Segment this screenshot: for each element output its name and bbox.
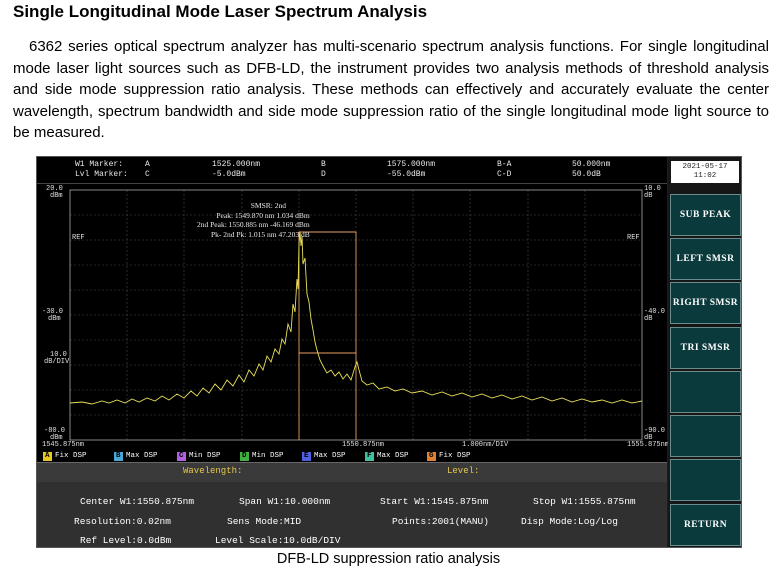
parameter-panel: Center W1:1550.875nm Span W1:10.000nm St… [37, 482, 667, 547]
marker-c-label: C [145, 170, 150, 179]
figure-caption: DFB-LD suppression ratio analysis [276, 551, 501, 567]
marker-a-value: 1525.000nm [212, 160, 261, 169]
marker-b-value: 1575.000nm [387, 160, 436, 169]
x-axis-start: 1545.875nm [42, 441, 85, 449]
marker-b-label: B [321, 160, 326, 169]
trace-a-status: Fix DSP [55, 452, 87, 460]
y-left-ref: REF [72, 234, 85, 242]
span-wavelength[interactable]: Span W1:10.000nm [239, 496, 331, 507]
spectrum-svg [69, 189, 643, 441]
lvl-marker-label: Lvl Marker: [75, 170, 128, 179]
page-title: Single Longitudinal Mode Laser Spectrum … [13, 2, 428, 21]
marker-ba-value: 50.000nm [572, 160, 611, 169]
smsr-markers [298, 231, 357, 440]
time-text: 11:02 [693, 172, 717, 180]
smsr-difference: Pk- 2nd Pk: 1.015 nm 47.203 dB [210, 229, 310, 239]
y-right-mid-value: -40.0 [644, 308, 666, 316]
left-smsr-button[interactable]: LEFT SMSR [670, 238, 741, 280]
trace-d-letter[interactable]: D [240, 452, 249, 461]
trace-f-status: Max DSP [377, 452, 409, 460]
marker-c-value: -5.0dBm [212, 170, 246, 179]
trace-e-letter[interactable]: E [302, 452, 311, 461]
marker-header: W1 Marker: A 1525.000nm B 1575.000nm B-A… [37, 157, 667, 184]
softkey-blank-1[interactable] [670, 371, 741, 413]
spectrum-trace [69, 231, 643, 405]
y-left-top-value: 20.0 [46, 185, 63, 193]
y-left-scale-unit: dB/DIV [44, 358, 70, 366]
y-right-bottom-value: -90.0 [644, 427, 666, 435]
smsr-peak: Peak: 1549.870 nm 1.034 dBm [216, 210, 310, 220]
right-smsr-button[interactable]: RIGHT SMSR [670, 282, 741, 324]
trace-f-letter[interactable]: F [365, 452, 374, 461]
spectrum-plot[interactable]: 20.0 dBm REF -30.0 dBm 10.0 dB/DIV -80.0… [37, 184, 670, 455]
softkey-blank-3[interactable] [670, 459, 741, 501]
return-button[interactable]: RETURN [670, 504, 741, 546]
y-right-bottom-unit: dB [644, 434, 653, 442]
trace-c-status: Min DSP [189, 452, 221, 460]
trace-g-letter[interactable]: G [427, 452, 436, 461]
y-right-ref: REF [627, 234, 640, 242]
x-axis-span: 1.000nm/DIV [462, 441, 509, 449]
tri-smsr-button[interactable]: TRI SMSR [670, 327, 741, 369]
smsr-2nd-peak: 2nd Peak: 1550.885 nm -46.169 dBm [197, 220, 310, 229]
instrument-screen: W1 Marker: A 1525.000nm B 1575.000nm B-A… [36, 156, 742, 548]
trace-b-letter[interactable]: B [114, 452, 123, 461]
stop-wavelength[interactable]: Stop W1:1555.875nm [533, 496, 636, 507]
softkey-panel: 2021-05-17 11:02 SUB PEAK LEFT SMSR RIGH… [668, 157, 741, 547]
y-left-mid-unit: dBm [48, 315, 61, 323]
trace-e-status: Max DSP [314, 452, 346, 460]
y-left-bottom-value: -80.0 [44, 427, 66, 435]
start-wavelength[interactable]: Start W1:1545.875nm [380, 496, 489, 507]
trace-b-status: Max DSP [126, 452, 158, 460]
w1-marker-label: W1 Marker: [75, 160, 124, 169]
softkey-blank-2[interactable] [670, 415, 741, 457]
x-axis-stop: 1555.875nm [627, 441, 670, 449]
trace-a-letter[interactable]: A [43, 452, 52, 461]
marker-cd-label: C-D [497, 170, 512, 179]
tab-level[interactable]: Level: [447, 466, 480, 476]
datetime-display: 2021-05-17 11:02 [671, 161, 739, 183]
trace-g-status: Fix DSP [439, 452, 471, 460]
y-left-scale-value: 10.0 [50, 351, 67, 359]
marker-ba-label: B-A [497, 160, 512, 169]
y-right-mid-unit: dB [644, 315, 653, 323]
smsr-title: SMSR: 2nd [250, 201, 286, 210]
marker-d-value: -55.0dBm [387, 170, 426, 179]
x-axis-center: 1550.875nm [342, 441, 385, 449]
sub-peak-button[interactable]: SUB PEAK [670, 194, 741, 236]
y-right-top-value: 10.0 [644, 185, 661, 193]
y-left-mid-value: -30.0 [42, 308, 64, 316]
sens-mode[interactable]: Sens Mode:MID [227, 516, 302, 527]
center-wavelength[interactable]: Center W1:1550.875nm [80, 496, 195, 507]
y-left-bottom-unit: dBm [50, 434, 63, 442]
disp-mode[interactable]: Disp Mode:Log/Log [521, 516, 618, 527]
y-right-top-unit: dB [644, 192, 653, 200]
marker-d-label: D [321, 170, 326, 179]
trace-c-letter[interactable]: C [177, 452, 186, 461]
trace-bar: A Fix DSP B Max DSP C Min DSP D Min DSP … [37, 451, 667, 462]
y-left-top-unit: dBm [50, 192, 63, 200]
date-text: 2021-05-17 [682, 163, 728, 171]
marker-cd-value: 50.0dB [572, 170, 601, 179]
ref-level[interactable]: Ref Level:0.0dBm [80, 535, 172, 546]
level-scale[interactable]: Level Scale:10.0dB/DIV [215, 535, 341, 546]
parameter-tabs: Wavelength: Level: [37, 462, 667, 482]
resolution[interactable]: Resolution:0.02nm [74, 516, 171, 527]
tab-wavelength[interactable]: Wavelength: [183, 466, 243, 476]
marker-a-label: A [145, 160, 150, 169]
smsr-info-box: SMSR: 2nd Peak: 1549.870 nm 1.034 dBm 2n… [197, 201, 310, 239]
intro-paragraph: 6362 series optical spectrum analyzer ha… [13, 38, 769, 141]
trace-d-status: Min DSP [252, 452, 284, 460]
points[interactable]: Points:2001(MANU) [392, 516, 489, 527]
